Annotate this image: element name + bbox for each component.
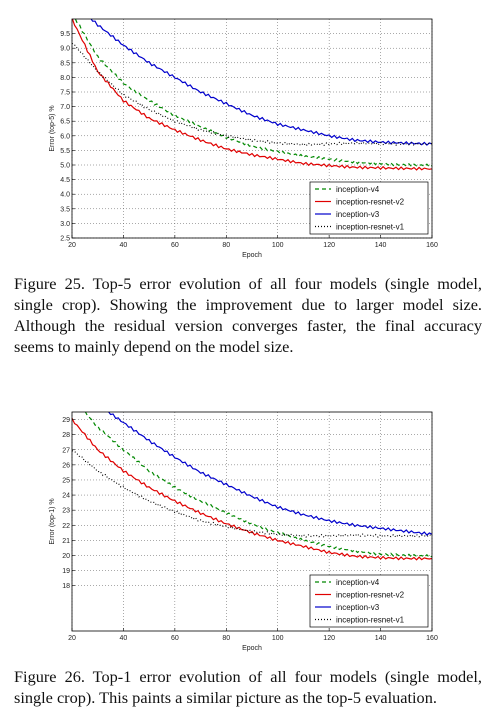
y-tick-label: 21 — [62, 538, 70, 545]
y-axis-label: Error (top-1) % — [49, 498, 56, 544]
figure-25-caption: Figure 25. Top-5 error evolution of all … — [14, 273, 482, 357]
y-tick-label: 22 — [62, 523, 70, 530]
figure-26-caption: Figure 26. Top-1 error evolution of all … — [14, 666, 482, 708]
x-axis-label: Epoch — [242, 252, 262, 259]
y-tick-label: 3.0 — [60, 221, 70, 228]
y-tick-label: 6.5 — [60, 119, 70, 126]
legend-entry-inception-resnet-v2: inception-resnet-v2 — [336, 198, 405, 207]
y-tick-label: 8.0 — [60, 75, 70, 82]
y-tick-label: 19 — [62, 568, 70, 575]
y-tick-label: 9.0 — [60, 46, 70, 53]
x-tick-label: 40 — [120, 635, 128, 642]
y-tick-label: 5.5 — [60, 148, 70, 155]
y-tick-label: 4.5 — [60, 177, 70, 184]
x-tick-label: 20 — [68, 635, 76, 642]
y-tick-label: 6.0 — [60, 133, 70, 140]
y-tick-label: 29 — [62, 417, 70, 424]
y-tick-label: 8.5 — [60, 60, 70, 67]
x-tick-label: 160 — [426, 635, 438, 642]
y-tick-label: 18 — [62, 583, 70, 590]
x-tick-label: 140 — [375, 635, 387, 642]
x-tick-label: 120 — [323, 635, 335, 642]
legend-entry-inception-resnet-v2: inception-resnet-v2 — [336, 591, 405, 600]
x-tick-label: 60 — [171, 635, 179, 642]
y-tick-label: 23 — [62, 508, 70, 515]
x-tick-label: 100 — [272, 242, 284, 249]
x-tick-label: 80 — [222, 242, 230, 249]
series-line-inception-resnet-v2 — [72, 18, 432, 170]
x-tick-label: 120 — [323, 242, 335, 249]
legend: inception-v4 inception-resnet-v2 inception… — [310, 575, 428, 627]
y-tick-label: 24 — [62, 493, 70, 500]
y-tick-label: 3.5 — [60, 206, 70, 213]
legend-entry-inception-resnet-v1: inception-resnet-v1 — [336, 223, 405, 232]
legend-entry-inception-v3: inception-v3 — [336, 210, 380, 219]
series-line-inception-resnet-v2 — [72, 418, 432, 560]
figure-26-chart: 20 40 60 80 100 120 140 160 18 19 20 21 22 23 24 25 26 27… — [0, 393, 494, 658]
x-tick-label: 80 — [222, 635, 230, 642]
x-tick-label: 140 — [375, 242, 387, 249]
y-tick-label: 9.5 — [60, 31, 70, 38]
legend-entry-inception-v3: inception-v3 — [336, 603, 380, 612]
y-axis-label: Error (top-5) % — [49, 105, 56, 151]
y-tick-label: 27 — [62, 447, 70, 454]
x-tick-label: 100 — [272, 635, 284, 642]
y-tick-label: 25 — [62, 477, 70, 484]
x-tick-label: 160 — [426, 242, 438, 249]
legend-entry-inception-v4: inception-v4 — [336, 578, 380, 587]
series-line-inception-v4 — [72, 397, 432, 558]
x-axis-label: Epoch — [242, 645, 262, 652]
y-tick-label: 2.5 — [60, 236, 70, 243]
x-tick-label: 20 — [68, 242, 76, 249]
top1-error-chart: 20 40 60 80 100 120 140 160 18 19 20 21 22 23 24 25 26 27… — [0, 393, 494, 658]
y-tick-label: 26 — [62, 462, 70, 469]
y-tick-label: 7.5 — [60, 90, 70, 97]
y-tick-label: 20 — [62, 553, 70, 560]
series-line-inception-resnet-v1 — [72, 451, 432, 538]
series-line-inception-v3 — [72, 393, 432, 535]
legend-entry-inception-v4: inception-v4 — [336, 185, 380, 194]
legend: inception-v4 inception-resnet-v2 inception… — [310, 182, 428, 234]
legend-entry-inception-resnet-v1: inception-resnet-v1 — [336, 616, 405, 625]
top5-error-chart: 20 40 60 80 100 120 140 160 2.5 3.0 3.5 4.0 4.5 5.0 5.… — [0, 0, 494, 265]
series-line-inception-v3 — [72, 1, 432, 145]
series-line-inception-v4 — [72, 13, 432, 167]
x-tick-label: 60 — [171, 242, 179, 249]
y-tick-label: 5.0 — [60, 163, 70, 170]
series-group — [72, 393, 432, 560]
y-tick-label: 4.0 — [60, 192, 70, 199]
series-group — [72, 1, 432, 170]
y-tick-label: 28 — [62, 432, 70, 439]
figure-25-chart: 20 40 60 80 100 120 140 160 2.5 3.0 3.5 4.0 4.5 5.0 5.… — [0, 0, 494, 265]
y-tick-label: 7.0 — [60, 104, 70, 111]
x-tick-label: 40 — [120, 242, 128, 249]
series-line-inception-resnet-v1 — [72, 43, 432, 146]
